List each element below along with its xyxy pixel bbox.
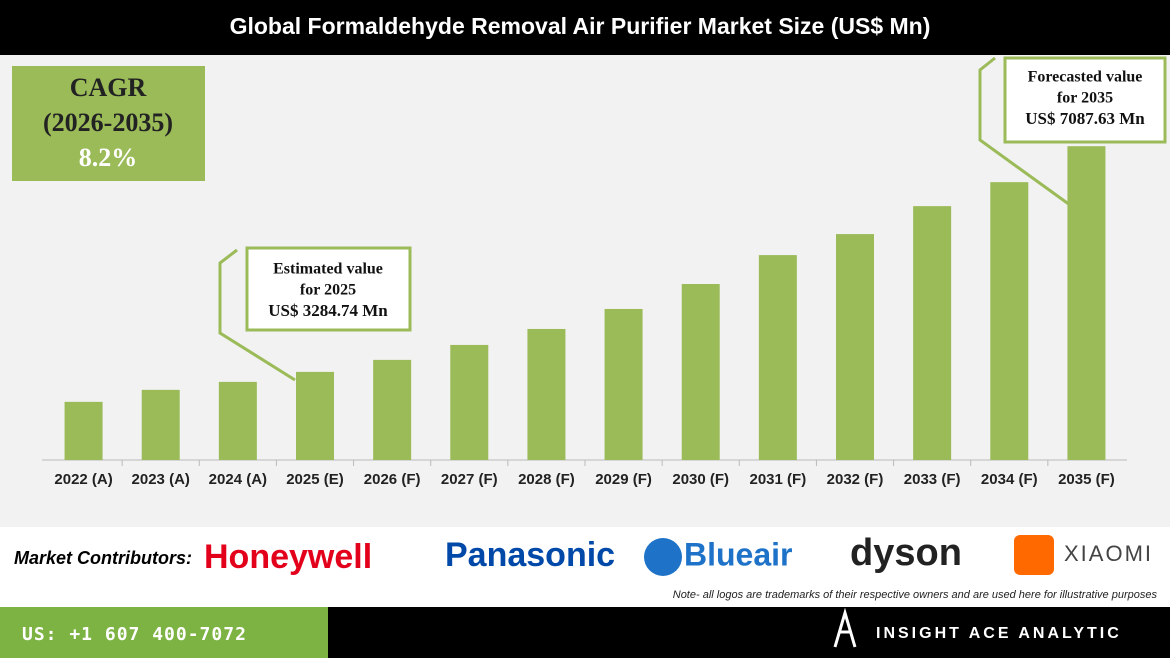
title-bar [0, 0, 1170, 55]
cagr-label: CAGR [70, 73, 147, 102]
brand: dyson [850, 532, 962, 574]
x-tick-label: 2022 (A) [54, 471, 112, 488]
brand-icon [1014, 535, 1054, 575]
annotation: for 2025 [300, 282, 356, 299]
bar [450, 344, 489, 460]
bar [913, 206, 952, 460]
brand: Panasonic [445, 536, 615, 574]
footer-left [0, 607, 328, 658]
bar [218, 381, 257, 460]
brand: Honeywell [204, 538, 372, 576]
note: Note- all logos are trademarks of their … [673, 589, 1158, 601]
x-tick-label: 2030 (F) [672, 471, 729, 488]
annotation: US$ 7087.63 Mn [1025, 109, 1145, 128]
bar [141, 389, 180, 460]
x-tick-label: 2034 (F) [981, 471, 1038, 488]
annotation: Estimated value [273, 261, 383, 278]
x-tick-label: 2029 (F) [595, 471, 652, 488]
callout-box [245, 246, 412, 332]
footer-right [328, 607, 1170, 658]
bar [527, 328, 566, 460]
contributors-label: Market Contributors: [14, 548, 192, 568]
x-tick-label: 2033 (F) [904, 471, 961, 488]
phone: US: +1 607 400-7072 [22, 624, 247, 645]
x-tick-label: 2035 (F) [1058, 471, 1115, 488]
bar [373, 359, 412, 460]
callout-line [978, 56, 1071, 207]
company: INSIGHT ACE ANALYTIC [876, 625, 1122, 642]
brand: XIAOMI [1064, 541, 1153, 566]
callout-line [218, 248, 296, 382]
bar [64, 401, 103, 460]
x-tick-label: 2028 (F) [518, 471, 575, 488]
x-tick-label: 2025 (E) [286, 471, 344, 488]
company-icon [833, 607, 857, 648]
brand-icon [644, 538, 682, 576]
bar [681, 283, 720, 460]
chart-title: Global Formaldehyde Removal Air Purifier… [230, 13, 931, 39]
cagr-value: 8.2% [79, 143, 138, 172]
cagr-box [12, 66, 205, 181]
bar [1067, 146, 1106, 460]
x-tick-label: 2024 (A) [209, 471, 267, 488]
bar [758, 255, 797, 460]
callout-box [1003, 56, 1167, 144]
x-tick-label: 2031 (F) [750, 471, 807, 488]
contributors-bg [0, 527, 1170, 607]
annotation: for 2035 [1057, 90, 1113, 107]
annotation: US$ 3284.74 Mn [268, 301, 388, 320]
annotation: Forecasted value [1028, 69, 1143, 86]
bar [296, 371, 334, 460]
bar [836, 234, 874, 460]
bar [990, 182, 1029, 461]
x-tick-label: 2027 (F) [441, 471, 498, 488]
bar [604, 308, 643, 460]
brand: Blueair [684, 536, 792, 572]
x-tick-label: 2026 (F) [364, 471, 421, 488]
cagr-period: (2026-2035) [43, 108, 173, 137]
x-tick-label: 2032 (F) [827, 471, 884, 488]
x-tick-label: 2023 (A) [132, 471, 190, 488]
